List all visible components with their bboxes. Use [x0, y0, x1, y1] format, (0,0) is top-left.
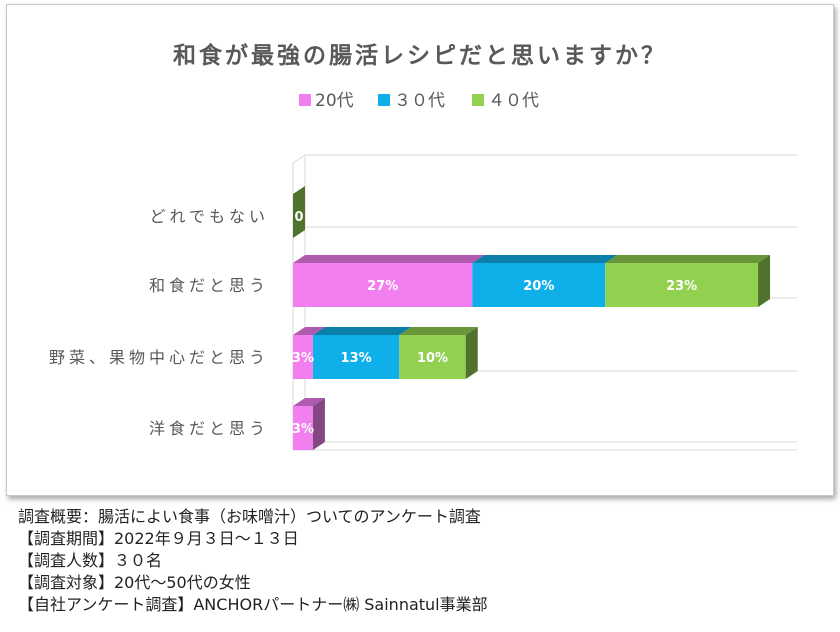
bar-top-face — [312, 327, 412, 335]
chart: 和食が最強の腸活レシピだと思いますか？ 20代 ３０代 ４０代どれでもない和食だと思う… — [49, 42, 797, 451]
note-source: 【自社アンケート調査】ANCHORパートナー㈱ Sainnatul事業部 — [18, 595, 488, 614]
bar-side-face — [312, 398, 325, 450]
bar-top-face — [293, 255, 485, 263]
bar-side-face — [293, 186, 305, 238]
bar-segment — [605, 263, 759, 307]
note-count: 【調査人数】３０名 — [18, 551, 163, 570]
bar-segment — [293, 335, 313, 379]
bar-segment — [293, 263, 473, 307]
data-label: 3% — [292, 422, 314, 437]
note-period: 【調査期間】2022年９月３日～１３日 — [18, 529, 299, 548]
legend-swatch — [299, 94, 311, 106]
bar-side-face — [758, 255, 771, 307]
category-label: 和食だと思う — [149, 276, 269, 295]
chart-title: 和食が最強の腸活レシピだと思いますか？ — [173, 42, 667, 69]
bar-side-face — [465, 327, 478, 379]
data-label: 10% — [417, 351, 448, 366]
bar-segment — [293, 406, 313, 450]
chart-card: 和食が最強の腸活レシピだと思いますか？ 20代 ３０代 ４０代どれでもない 和食だと思う… — [6, 4, 834, 496]
legend-label: ３０代 — [394, 91, 445, 111]
data-label: 0 — [294, 210, 303, 225]
note-target: 【調査対象】20代～50代の女性 — [18, 573, 251, 592]
bar-segment — [399, 335, 466, 379]
legend-swatch — [378, 94, 390, 106]
legend-label: ４０代 — [488, 91, 539, 111]
bar-segment — [312, 335, 400, 379]
data-label: 23% — [666, 279, 697, 294]
category-label: 野菜、果物中心だと思う — [49, 348, 269, 367]
data-label: 13% — [341, 351, 372, 366]
bar-segment — [472, 263, 606, 307]
survey-notes: 調査概要：腸活によい食事（お味噌汁）ついてのアンケート調査 【調査期間】2022… — [18, 506, 488, 616]
bar-top-face — [399, 327, 478, 335]
bar-top-face — [293, 398, 325, 406]
bar-top-face — [472, 255, 618, 263]
note-summary: 調査概要：腸活によい食事（お味噌汁）ついてのアンケート調査 — [18, 507, 481, 526]
side-wall-line — [292, 154, 306, 164]
category-label: 洋食だと思う — [149, 419, 269, 438]
legend-swatch — [472, 94, 484, 106]
data-label: 3% — [292, 351, 314, 366]
legend-label: 20代 — [315, 91, 354, 111]
data-label: 20% — [523, 279, 554, 294]
category-label: どれでもない — [149, 207, 269, 226]
bar-top-face — [293, 327, 325, 335]
data-label: 27% — [367, 279, 398, 294]
bar-top-face — [605, 255, 771, 263]
